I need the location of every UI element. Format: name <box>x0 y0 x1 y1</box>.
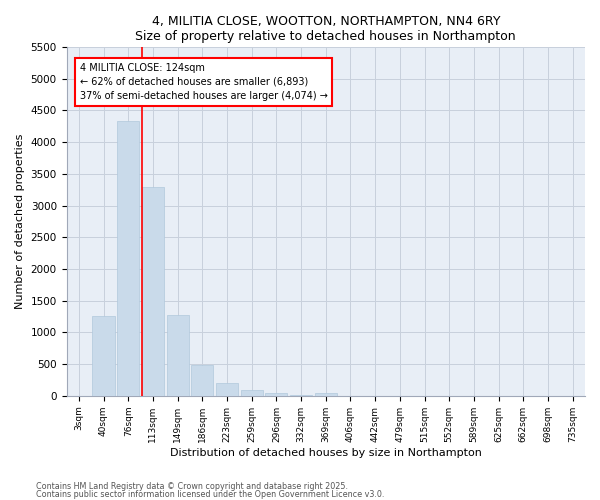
Bar <box>241 390 263 396</box>
Bar <box>290 395 312 396</box>
Bar <box>117 120 139 396</box>
Title: 4, MILITIA CLOSE, WOOTTON, NORTHAMPTON, NN4 6RY
Size of property relative to det: 4, MILITIA CLOSE, WOOTTON, NORTHAMPTON, … <box>136 15 516 43</box>
Text: 4 MILITIA CLOSE: 124sqm
← 62% of detached houses are smaller (6,893)
37% of semi: 4 MILITIA CLOSE: 124sqm ← 62% of detache… <box>80 63 328 101</box>
Text: Contains HM Land Registry data © Crown copyright and database right 2025.: Contains HM Land Registry data © Crown c… <box>36 482 348 491</box>
Bar <box>92 316 115 396</box>
Bar <box>167 316 189 396</box>
Bar <box>191 365 214 396</box>
Y-axis label: Number of detached properties: Number of detached properties <box>15 134 25 309</box>
Text: Contains public sector information licensed under the Open Government Licence v3: Contains public sector information licen… <box>36 490 385 499</box>
X-axis label: Distribution of detached houses by size in Northampton: Distribution of detached houses by size … <box>170 448 482 458</box>
Bar <box>142 186 164 396</box>
Bar <box>216 384 238 396</box>
Bar <box>265 393 287 396</box>
Bar <box>314 393 337 396</box>
